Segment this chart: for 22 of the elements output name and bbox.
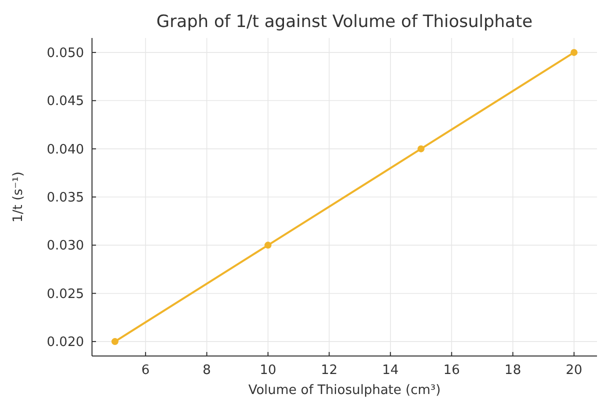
x-tick-label: 20 [566, 363, 582, 378]
y-tick-label: 0.050 [46, 46, 84, 62]
point [264, 242, 272, 249]
y-tick-label: 0.030 [46, 238, 84, 254]
x-tick-label: 14 [382, 363, 399, 378]
x-tick-label: 8 [202, 363, 211, 378]
chart-title: Graph of 1/t against Volume of Thiosulphate [156, 12, 533, 32]
x-tick-label: 12 [320, 363, 338, 378]
point [418, 145, 425, 152]
y-axis-title: 1/t (s⁻¹) [11, 172, 26, 222]
point [111, 338, 118, 346]
x-tick-label: 10 [260, 363, 276, 378]
x-tick-label: 16 [443, 363, 460, 378]
x-tick-label: 18 [504, 363, 522, 378]
y-tick-label: 0.020 [46, 335, 84, 350]
x-tick-label: 6 [141, 363, 150, 378]
x-axis-title: Volume of Thiosulphate (cm³) [248, 383, 441, 398]
y-tick-label: 0.035 [46, 190, 84, 206]
y-tick-label: 0.045 [46, 94, 84, 110]
point [570, 48, 578, 56]
y-tick-label: 0.025 [46, 286, 84, 302]
y-tick-label: 0.040 [46, 142, 84, 158]
